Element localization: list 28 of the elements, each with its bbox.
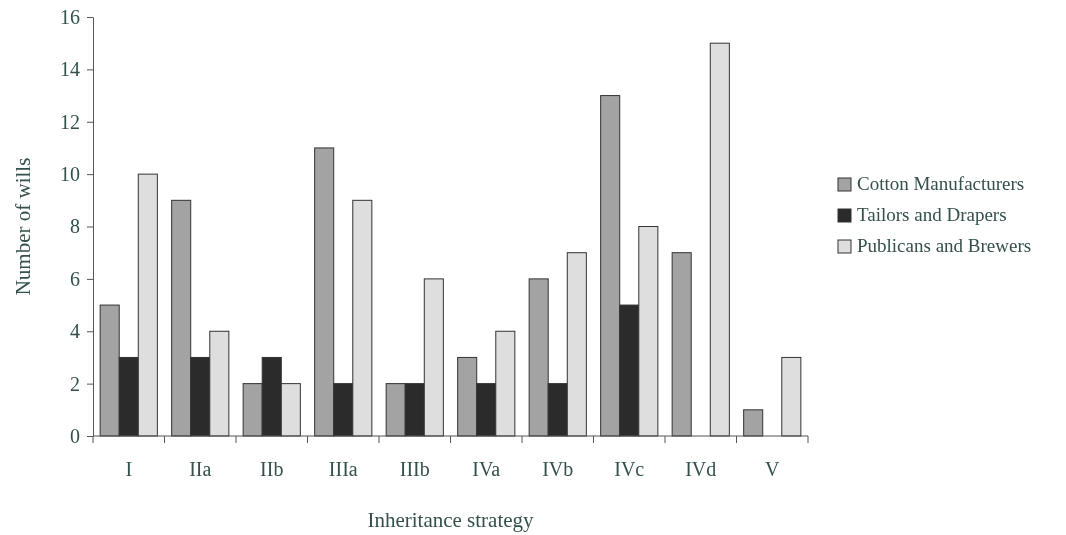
x-tick-label: IVb — [542, 458, 574, 480]
bar — [671, 252, 692, 437]
y-tick-label: 14 — [60, 58, 80, 81]
x-axis-title: Inheritance strategy — [367, 508, 535, 532]
legend-label: Publicans and Brewers — [857, 235, 1032, 256]
y-tick-label: 0 — [70, 424, 80, 447]
y-tick-label: 16 — [60, 5, 80, 28]
bar — [781, 356, 802, 437]
x-tick-label: IIa — [189, 458, 212, 480]
y-tick-label: 12 — [60, 110, 80, 133]
x-tick-label: IIb — [260, 458, 284, 480]
y-axis-title: Number of wills — [11, 157, 35, 296]
bar — [709, 42, 730, 437]
y-tick-label: 6 — [70, 267, 80, 290]
y-tick-label: 10 — [60, 163, 80, 186]
y-tick-label: 8 — [70, 215, 80, 238]
x-tick-label: I — [125, 458, 133, 480]
x-tick-label: IVd — [685, 458, 717, 480]
legend-label: Cotton Manufacturers — [857, 173, 1025, 194]
x-tick-label: IIIa — [328, 458, 358, 480]
y-tick-label: 4 — [70, 320, 80, 343]
x-tick-label: V — [765, 458, 781, 480]
x-tick-label: IIIb — [399, 458, 430, 480]
x-tick-label: IVa — [472, 458, 501, 480]
bar — [743, 409, 764, 437]
x-tick-label: IVc — [614, 458, 645, 480]
y-tick-label: 2 — [70, 372, 80, 395]
legend-label: Tailors and Drapers — [857, 204, 1007, 225]
